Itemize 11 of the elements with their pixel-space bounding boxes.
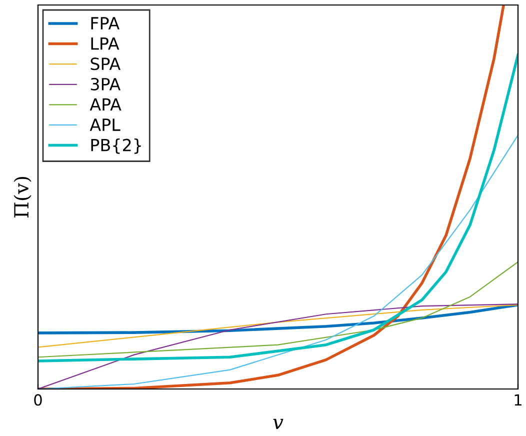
x-tick-label: 1 xyxy=(514,394,522,406)
x-tick-label: 0 xyxy=(34,394,42,406)
legend-label: APA xyxy=(90,98,122,111)
legend-label: LPA xyxy=(91,37,120,50)
legend-label: PB{2} xyxy=(91,138,141,154)
legend-label: FPA xyxy=(91,17,120,30)
y-axis-title: Π(v) xyxy=(14,176,32,218)
x-axis-title: v xyxy=(273,418,284,429)
legend-label: APL xyxy=(90,118,120,131)
legend-label: 3PA xyxy=(90,78,121,90)
legend-label: SPA xyxy=(90,58,120,70)
